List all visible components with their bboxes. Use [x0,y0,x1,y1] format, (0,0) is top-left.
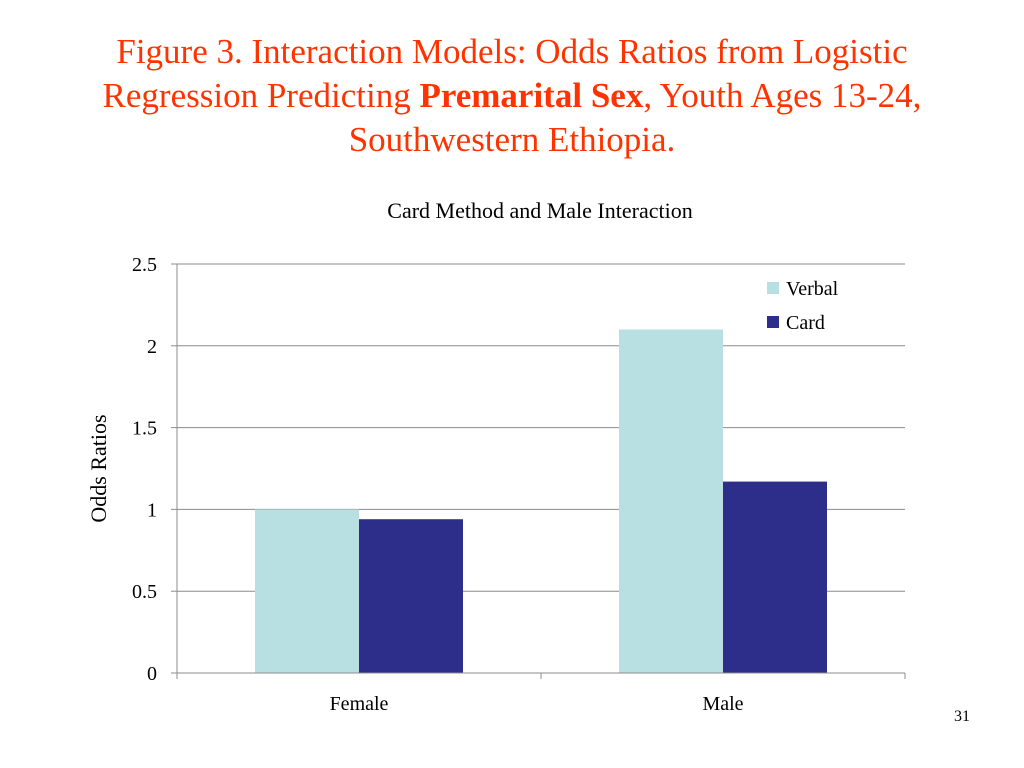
chart-title: Card Method and Male Interaction [387,198,693,223]
title-text-pre: Figure 3. Interaction Models: Odds Ratio… [102,32,908,115]
y-tick-label: 1.5 [132,418,157,440]
legend-label-card: Card [786,312,825,334]
y-tick-label: 0.5 [132,581,157,603]
legend-swatch-verbal [767,282,779,294]
y-tick-label: 2.5 [132,254,157,276]
bar-card-female [359,519,463,673]
legend-label-verbal: Verbal [786,278,839,300]
x-tick-label: Male [702,693,743,715]
slide-title: Figure 3. Interaction Models: Odds Ratio… [40,30,984,162]
bar-verbal-female [255,509,359,673]
legend-swatch-card [767,316,779,328]
y-tick-label: 1 [147,499,157,521]
page-number: 31 [954,708,970,725]
title-text-bold: Premarital Sex [419,76,644,115]
y-axis-label: Odds Ratios [86,414,111,522]
bar-verbal-male [619,329,723,673]
y-tick-label: 0 [147,663,157,685]
bar-card-male [723,481,827,673]
title-text-post: , Youth Ages 13-24, Southwestern Ethiopi… [348,76,922,159]
y-tick-label: 2 [147,336,157,358]
x-tick-label: Female [330,693,389,715]
